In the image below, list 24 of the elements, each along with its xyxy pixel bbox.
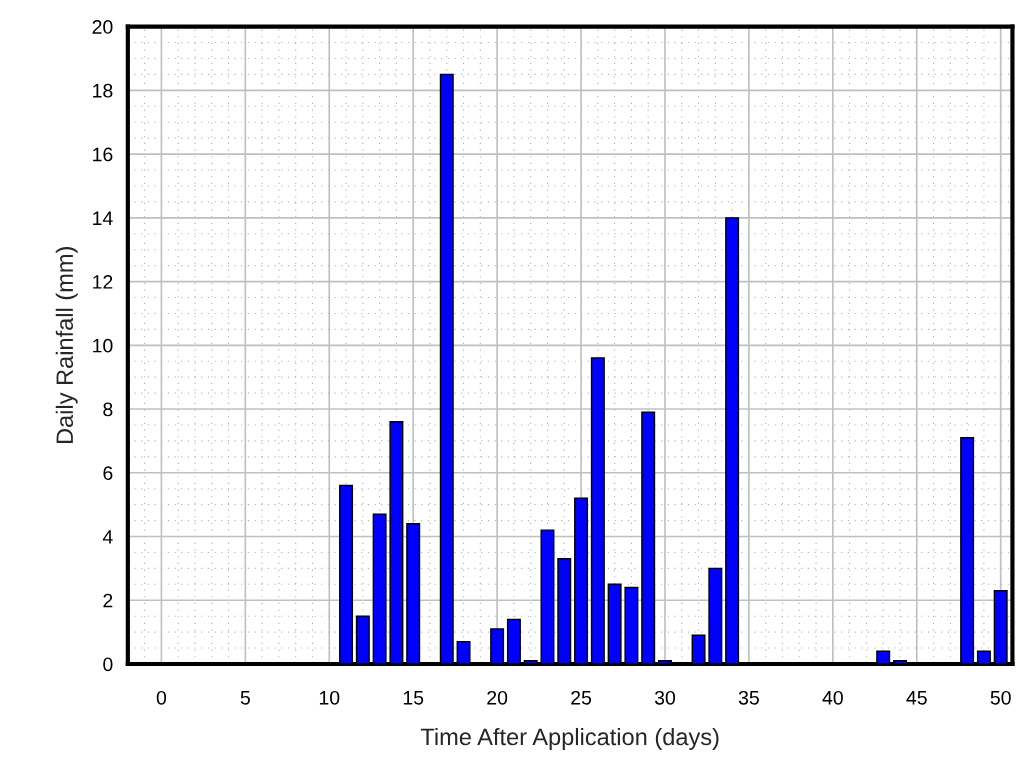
y-tick-label: 2 [103,593,113,608]
y-tick-label: 6 [103,466,113,481]
x-tick-label: 50 [990,690,1011,705]
x-tick-label: 30 [654,690,676,705]
y-tick-label: 16 [93,147,113,162]
y-tick-label: 18 [93,83,113,98]
x-tick-label: 20 [487,690,508,705]
x-tick-label: 0 [156,690,167,705]
y-axis-title: Daily Rainfall (mm) [55,247,78,444]
y-tick-label: 20 [92,20,113,34]
x-tick-label: 15 [403,691,424,705]
y-tick-label: 12 [93,275,113,289]
y-tick-label: 0 [103,657,113,672]
x-tick-label: 5 [240,691,250,705]
x-tick-label: 45 [906,691,927,705]
x-axis-title: Time After Application (days) [420,727,719,750]
x-tick-label: 35 [738,690,759,705]
x-tick-label: 10 [319,690,340,705]
x-tick-label: 40 [822,690,843,705]
y-tick-label: 10 [93,338,113,353]
y-tick-label: 14 [93,211,113,225]
y-tick-label: 4 [102,530,113,544]
x-tick-label: 25 [571,690,592,705]
y-tick-label: 8 [103,402,113,417]
